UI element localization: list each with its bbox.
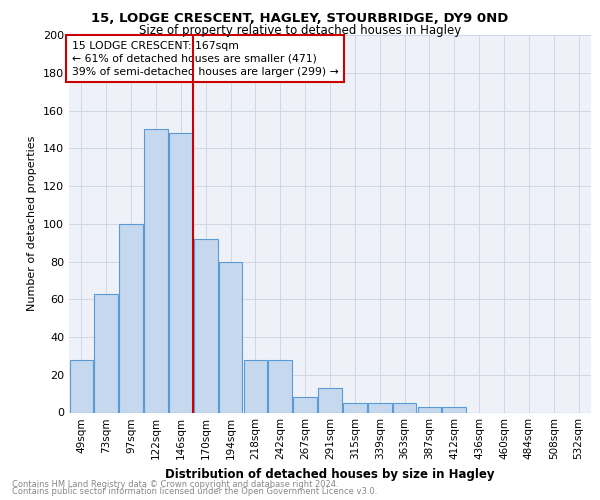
Bar	[219, 262, 242, 412]
Text: Contains public sector information licensed under the Open Government Licence v3: Contains public sector information licen…	[12, 487, 377, 496]
Bar	[119, 224, 143, 412]
Bar	[268, 360, 292, 412]
Bar	[318, 388, 342, 412]
Bar	[393, 403, 416, 412]
Y-axis label: Number of detached properties: Number of detached properties	[28, 136, 37, 312]
Text: Contains HM Land Registry data © Crown copyright and database right 2024.: Contains HM Land Registry data © Crown c…	[12, 480, 338, 489]
Bar	[169, 133, 193, 412]
Bar	[418, 407, 441, 412]
Text: Size of property relative to detached houses in Hagley: Size of property relative to detached ho…	[139, 24, 461, 37]
Bar	[194, 239, 218, 412]
Bar	[144, 130, 168, 412]
X-axis label: Distribution of detached houses by size in Hagley: Distribution of detached houses by size …	[165, 468, 495, 481]
Bar	[442, 407, 466, 412]
Bar	[343, 403, 367, 412]
Bar	[368, 403, 392, 412]
Bar	[94, 294, 118, 412]
Bar	[70, 360, 93, 412]
Text: 15, LODGE CRESCENT, HAGLEY, STOURBRIDGE, DY9 0ND: 15, LODGE CRESCENT, HAGLEY, STOURBRIDGE,…	[91, 12, 509, 26]
Bar	[293, 398, 317, 412]
Bar	[244, 360, 267, 412]
Text: 15 LODGE CRESCENT: 167sqm
← 61% of detached houses are smaller (471)
39% of semi: 15 LODGE CRESCENT: 167sqm ← 61% of detac…	[71, 40, 338, 77]
